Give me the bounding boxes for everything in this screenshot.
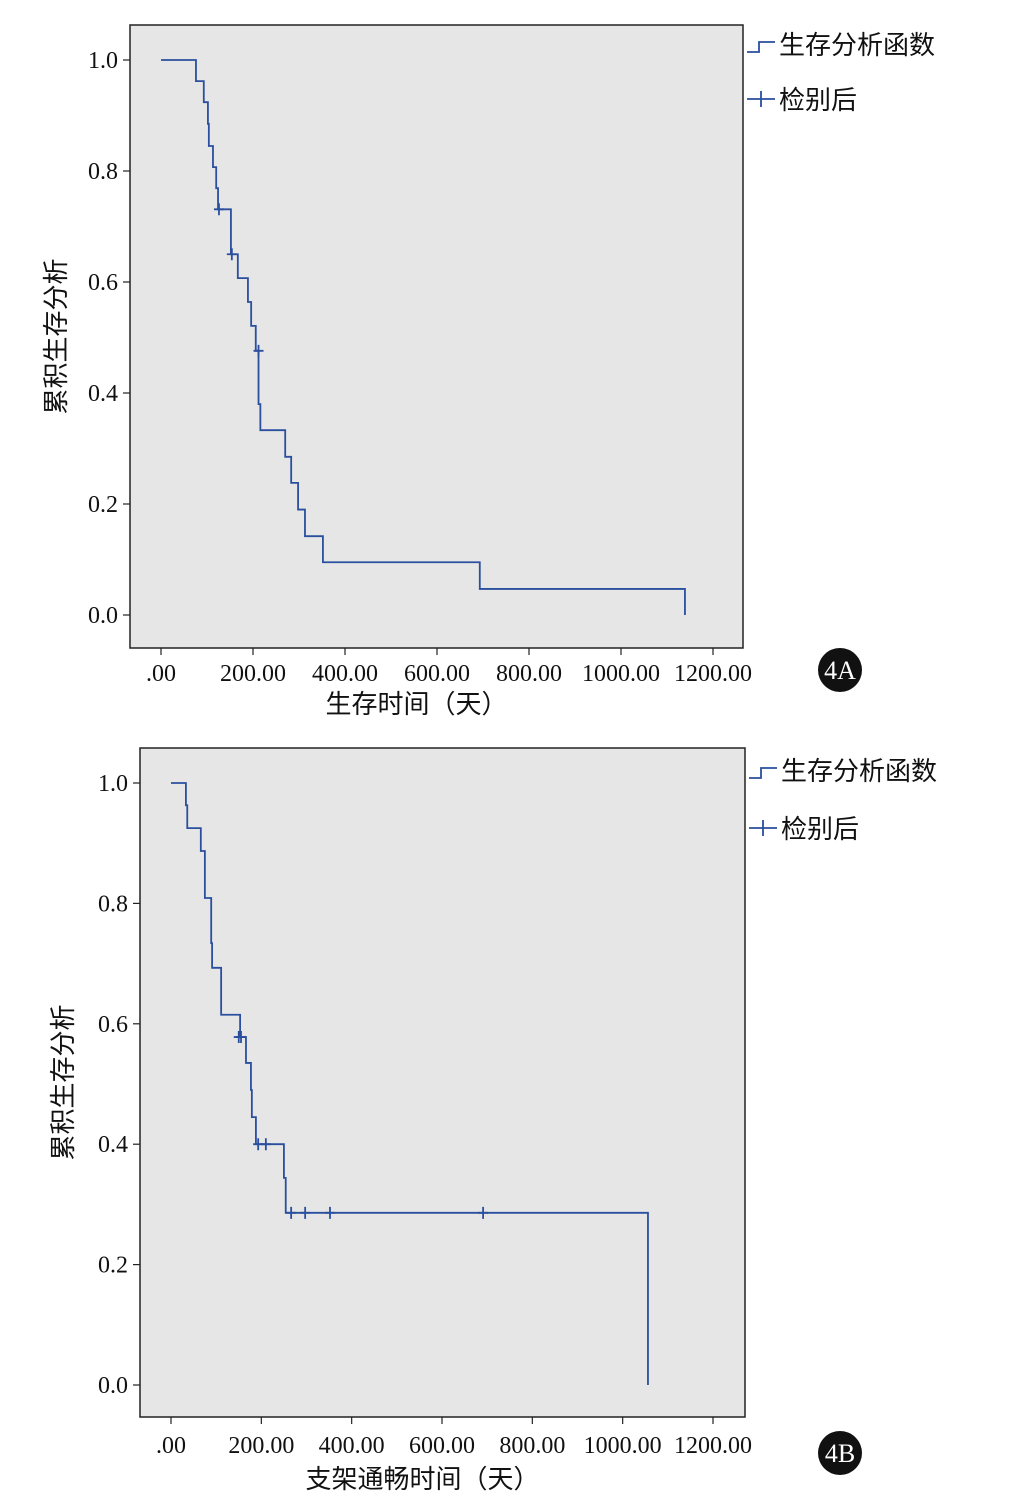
y-tick-label: 0.0: [88, 603, 118, 629]
legend-censored: 检别后: [781, 815, 859, 845]
y-tick-label: 0.8: [98, 891, 128, 917]
y-tick-label: 1.0: [98, 771, 128, 797]
panel-label: 4B: [825, 1439, 855, 1468]
x-tick-label: 800.00: [496, 661, 562, 687]
survival-curve: [171, 782, 649, 1385]
legend-step-icon: [749, 767, 777, 779]
y-tick-label: 0.4: [88, 381, 118, 407]
x-axis-title: 支架通畅时间（天）: [305, 1465, 539, 1495]
x-tick-label: 800.00: [499, 1433, 565, 1459]
legend-censor-icon: [747, 91, 775, 107]
x-tick-label: 400.00: [312, 661, 378, 687]
y-tick-label: 0.6: [98, 1012, 128, 1038]
y-tick-label: 0.8: [88, 159, 118, 185]
legend-step-icon: [747, 41, 775, 53]
x-tick-label: 200.00: [228, 1433, 294, 1459]
x-axis-title: 生存时间（天）: [325, 690, 507, 720]
legend-censored: 检别后: [779, 86, 857, 116]
x-tick-label: 1000.00: [582, 661, 660, 687]
censor-mark: [236, 1031, 247, 1044]
plot-area: [139, 747, 746, 1418]
y-tick-label: 0.4: [98, 1132, 128, 1158]
x-tick-label: 1000.00: [584, 1433, 662, 1459]
chart-panel-4B: .00 200.00 400.00 600.00 800.00 1000.00 1200.0…: [49, 747, 937, 1495]
y-axis-title: 累积生存分析: [49, 1004, 79, 1160]
y-tick-label: 0.6: [88, 270, 118, 296]
y-tick-label: 0.2: [88, 492, 118, 518]
x-tick-label: .00: [156, 1433, 186, 1459]
censor-mark: [478, 1206, 489, 1219]
panel-badge: [818, 648, 862, 692]
y-tick-label: 0.0: [98, 1373, 128, 1399]
censor-mark: [226, 248, 237, 261]
censor-mark: [324, 1206, 335, 1219]
censor-mark: [213, 203, 224, 216]
plot-area: [129, 24, 744, 649]
x-tick-label: 1200.00: [674, 1433, 752, 1459]
y-axis-title: 累积生存分析: [42, 258, 72, 414]
panel-badge: [818, 1431, 862, 1475]
panel-label: 4A: [824, 656, 856, 685]
x-tick-label: .00: [146, 661, 176, 687]
legend-survival: 生存分析函数: [779, 31, 935, 61]
survival-curve: [161, 59, 686, 615]
x-tick-label: 600.00: [409, 1433, 475, 1459]
x-tick-label: 1200.00: [674, 661, 752, 687]
censor-mark: [300, 1206, 311, 1219]
censor-mark: [286, 1206, 297, 1219]
x-tick-label: 600.00: [404, 661, 470, 687]
x-tick-label: 200.00: [220, 661, 286, 687]
y-tick-label: 0.2: [98, 1253, 128, 1279]
legend-censor-icon: [749, 820, 777, 836]
legend-survival: 生存分析函数: [781, 757, 937, 787]
chart-panel-4A: .00 200.00 400.00 600.00 800.00 1000.00 1200.0…: [42, 24, 935, 720]
censor-mark: [260, 1138, 271, 1151]
y-tick-label: 1.0: [88, 48, 118, 74]
censor-mark: [253, 344, 264, 357]
x-tick-label: 400.00: [319, 1433, 385, 1459]
